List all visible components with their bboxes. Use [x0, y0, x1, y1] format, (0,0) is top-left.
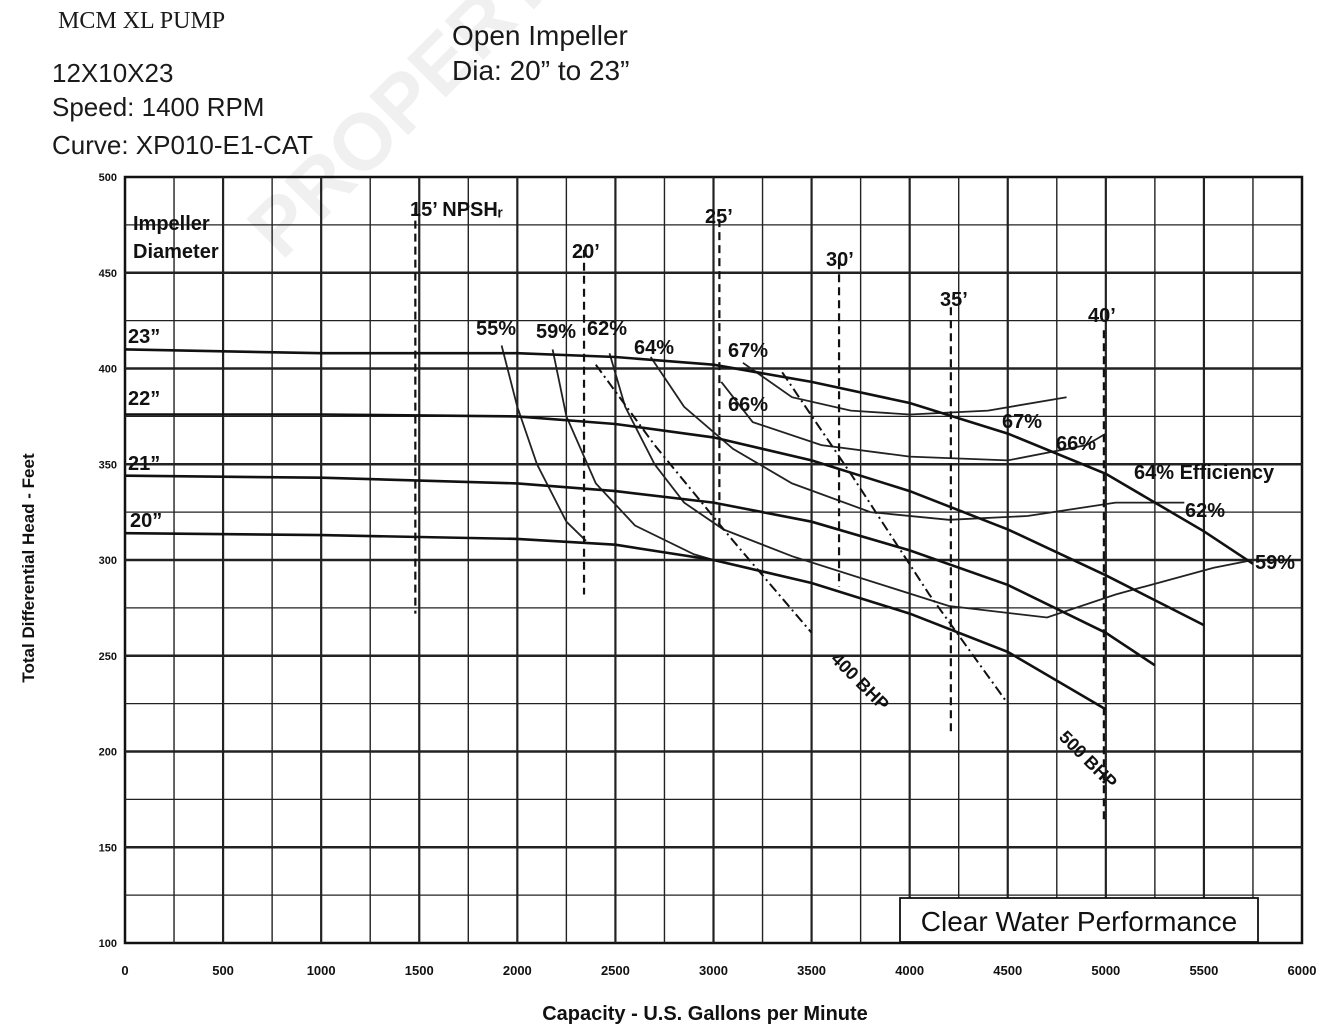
efficiency-curve — [500, 345, 587, 542]
pump-curve-id: Curve: XP010-E1-CAT — [52, 130, 314, 160]
efficiency-label: 66% — [1056, 433, 1096, 455]
efficiency-curve — [551, 349, 714, 561]
efficiency-curve — [742, 362, 1067, 416]
y-tick-label: 150 — [99, 842, 117, 854]
impeller-header-line2: Diameter — [133, 241, 219, 263]
performance-note: Clear Water Performance — [921, 906, 1237, 937]
efficiency-curve — [649, 356, 1185, 521]
impeller-diameter-label: 20” — [130, 510, 162, 532]
x-tick-label: 0 — [121, 963, 128, 978]
efficiency-label: 62% — [587, 318, 627, 340]
x-tick-label: 5000 — [1091, 963, 1120, 978]
npsh-label: 20’ — [572, 241, 600, 263]
npsh-label: 25’ — [705, 206, 733, 228]
efficiency-label: 66% — [728, 394, 768, 416]
head-curve — [124, 531, 1107, 711]
y-tick-label: 300 — [99, 555, 117, 567]
efficiency-label: 67% — [728, 340, 768, 362]
efficiency-label: 59% — [536, 321, 576, 343]
x-tick-label: 500 — [212, 963, 234, 978]
efficiency-label: 64% — [634, 337, 674, 359]
head-curve — [124, 348, 1254, 565]
efficiency-curve — [720, 381, 1107, 462]
x-tick-label: 2000 — [503, 963, 532, 978]
x-tick-label: 2500 — [601, 963, 630, 978]
impeller-header-line1: Impeller — [133, 213, 210, 235]
efficiency-label: 64% Efficiency — [1134, 462, 1275, 484]
y-tick-label: 200 — [99, 747, 117, 759]
npsh-label: 30’ — [826, 249, 854, 271]
pump-model: 12X10X23 — [52, 58, 174, 88]
x-tick-label: 1000 — [307, 963, 336, 978]
y-axis-label: Total Differential Head - Feet — [19, 453, 38, 683]
npsh-label: 15’ NPSHᵣ — [410, 199, 503, 221]
y-tick-label: 250 — [99, 651, 117, 663]
x-tick-label: 4000 — [895, 963, 924, 978]
npsh-label: 40’ — [1088, 305, 1116, 327]
bhp-line — [781, 371, 1009, 705]
y-tick-label: 400 — [99, 364, 117, 376]
y-tick-label: 500 — [99, 172, 117, 184]
efficiency-label: 59% — [1255, 552, 1295, 574]
x-tick-label: 3500 — [797, 963, 826, 978]
efficiency-label: 67% — [1002, 411, 1042, 433]
impeller-diameter-label: 21” — [128, 453, 160, 475]
pump-title: MCM XL PUMP — [58, 8, 226, 34]
y-tick-label: 350 — [99, 459, 117, 471]
efficiency-label: 55% — [476, 318, 516, 340]
efficiency-label: 62% — [1185, 500, 1225, 522]
y-tick-label: 100 — [99, 938, 117, 950]
head-curve — [124, 474, 1156, 667]
x-tick-label: 3000 — [699, 963, 728, 978]
x-tick-label: 1500 — [405, 963, 434, 978]
x-tick-label: 6000 — [1288, 963, 1317, 978]
impeller-diameter-label: 23” — [128, 326, 160, 348]
bhp-line — [594, 364, 813, 634]
x-tick-label: 5500 — [1189, 963, 1218, 978]
y-tick-label: 450 — [99, 268, 117, 280]
efficiency-curve — [608, 352, 1254, 619]
pump-speed: Speed: 1400 RPM — [52, 92, 265, 122]
bhp-label: 500 BHP — [1055, 727, 1121, 793]
impeller-diameter-range: Dia: 20” to 23” — [452, 55, 630, 86]
npsh-label: 35’ — [940, 289, 968, 311]
impeller-diameter-label: 22” — [128, 388, 160, 410]
x-axis-label: Capacity - U.S. Gallons per Minute — [542, 1003, 868, 1025]
x-tick-label: 4500 — [993, 963, 1022, 978]
head-curve — [125, 413, 1205, 627]
impeller-type: Open Impeller — [452, 20, 628, 51]
performance-note-box — [899, 897, 1259, 943]
